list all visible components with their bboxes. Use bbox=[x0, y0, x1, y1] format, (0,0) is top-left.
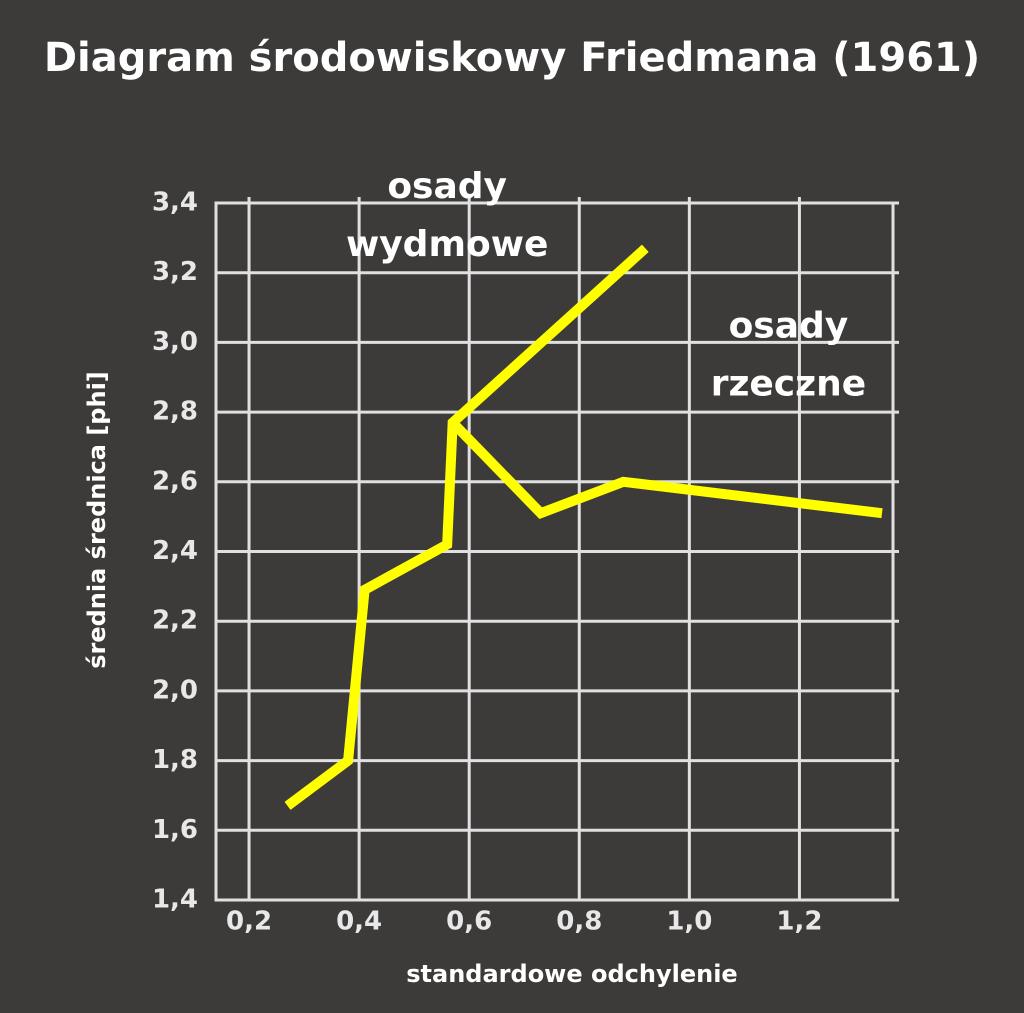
data-line bbox=[449, 419, 883, 520]
y-tick-label: 2,2 bbox=[152, 606, 198, 636]
x-tick-label: 1,2 bbox=[776, 907, 822, 937]
y-tick-label: 2,4 bbox=[152, 536, 198, 566]
annotation: osady bbox=[387, 166, 507, 207]
annotation: rzeczne bbox=[711, 363, 866, 404]
annotation: wydmowe bbox=[346, 224, 548, 265]
y-tick-label: 1,8 bbox=[152, 745, 198, 775]
y-tick-label: 2,8 bbox=[152, 397, 198, 427]
x-tick-label: 0,2 bbox=[226, 907, 272, 937]
chart-title: Diagram środowiskowy Friedmana (1961) bbox=[44, 35, 980, 81]
x-tick-label: 0,4 bbox=[336, 907, 382, 937]
x-axis-title: standardowe odchylenie bbox=[406, 960, 737, 988]
y-tick-label: 3,2 bbox=[152, 257, 198, 287]
x-tick-label: 0,6 bbox=[446, 907, 492, 937]
y-tick-label: 3,4 bbox=[152, 188, 198, 218]
x-tick-label: 0,8 bbox=[556, 907, 602, 937]
y-tick-label: 3,0 bbox=[152, 327, 198, 357]
y-tick-label: 2,6 bbox=[152, 466, 198, 496]
data-line bbox=[284, 244, 649, 810]
y-tick-label: 2,0 bbox=[152, 675, 198, 705]
y-tick-label: 1,6 bbox=[152, 815, 198, 845]
x-tick-label: 1,0 bbox=[666, 907, 712, 937]
annotation: osady bbox=[729, 305, 849, 346]
y-tick-label: 1,4 bbox=[152, 885, 198, 915]
y-axis-title: średnia średnica [phi] bbox=[83, 371, 111, 669]
